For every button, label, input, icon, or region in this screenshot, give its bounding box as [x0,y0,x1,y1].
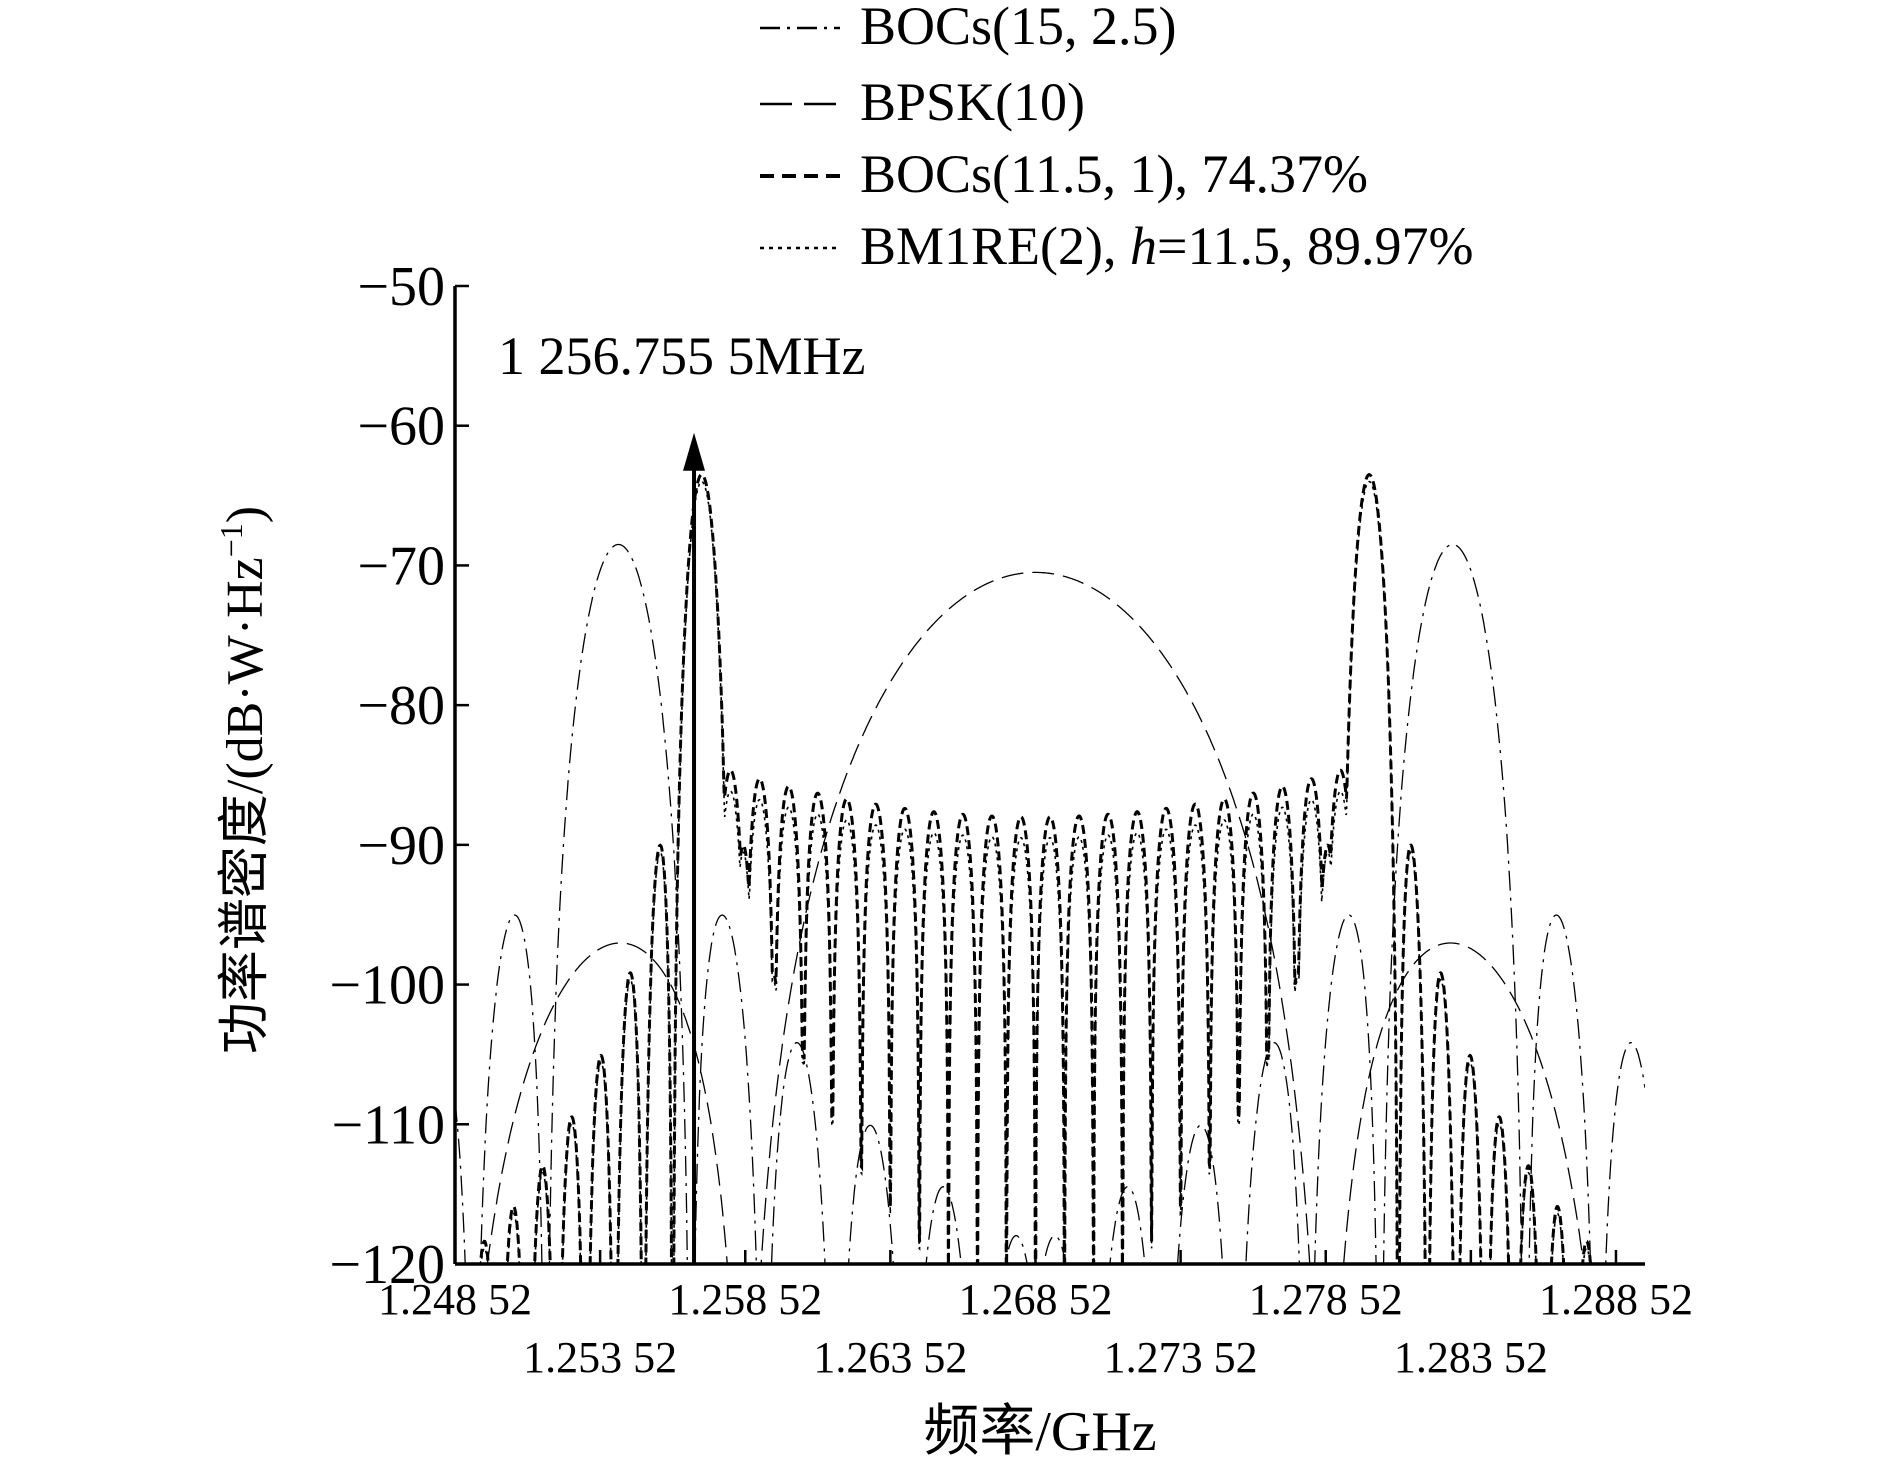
y-axis-label-close: ) [217,506,274,523]
x-axis-ticks: 1.248 52 1.253 52 1.258 52 1.263 52 1.268 52… [378,1250,1693,1382]
x-tick-label-5: 1.273 52 [1104,1333,1258,1382]
plot-area: −50 −60 −70 −80 −90 −100 −110 −120 1.248 52 1.25… [329,256,1693,1382]
y-axis-label-main: 功率谱密度/(dB·W·Hz [217,557,274,1054]
legend-entry-bpsk-10: BPSK(10) [760,72,1085,132]
y-axis-label-sup: −1 [213,523,249,557]
y-axis-ticks: −50 −60 −70 −80 −90 −100 −110 −120 [329,256,469,1296]
x-tick-label-7: 1.283 52 [1394,1333,1548,1382]
y-tick-label-5: −100 [329,955,445,1017]
y-tick-label-0: −50 [357,256,445,318]
annotation-arrow-head [683,432,706,471]
legend-entry-bm1re-2: BM1RE(2), h=11.5, 89.97% [760,216,1473,276]
legend-entry-bocs-15-2.5: BOCs(15, 2.5) [760,0,1177,56]
y-tick-label-3: −80 [357,675,445,737]
series-line-3 [480,480,1591,1264]
y-tick-label-7: −120 [329,1234,445,1296]
legend: BOCs(15, 2.5) BPSK(10) BOCs(11.5, 1), 74… [760,0,1473,276]
legend-label-bocs-15-2.5: BOCs(15, 2.5) [860,0,1177,56]
legend-entry-bocs-11.5-1: BOCs(11.5, 1), 74.37% [760,144,1368,204]
legend-label-bpsk-10: BPSK(10) [860,72,1085,132]
x-tick-label-1: 1.253 52 [523,1333,677,1382]
x-axis-label: 频率/GHz [923,1401,1156,1463]
x-tick-label-0: 1.248 52 [378,1275,532,1324]
x-tick-label-8: 1.288 52 [1539,1275,1693,1324]
legend-label-bm1re-2: BM1RE(2), h=11.5, 89.97% [860,216,1473,276]
x-tick-label-2: 1.258 52 [668,1275,822,1324]
y-axis-label: 功率谱密度/(dB·W·Hz−1) [213,506,274,1054]
annotation-label: 1 256.755 5MHz [498,326,865,386]
series-line-1 [486,571,1585,1264]
y-tick-label-1: −60 [357,396,445,458]
y-tick-label-2: −70 [357,535,445,597]
series-layer [455,473,1645,1264]
y-tick-label-6: −110 [331,1094,445,1156]
series-line-2 [478,473,1593,1264]
x-tick-label-6: 1.278 52 [1249,1275,1403,1324]
x-tick-label-3: 1.263 52 [813,1333,967,1382]
annotation: 1 256.755 5MHz [498,326,865,1264]
legend-label-bocs-11.5-1: BOCs(11.5, 1), 74.37% [860,144,1368,204]
series-line-0 [455,543,1645,1264]
x-tick-label-4: 1.268 52 [958,1275,1112,1324]
y-tick-label-4: −90 [357,815,445,877]
